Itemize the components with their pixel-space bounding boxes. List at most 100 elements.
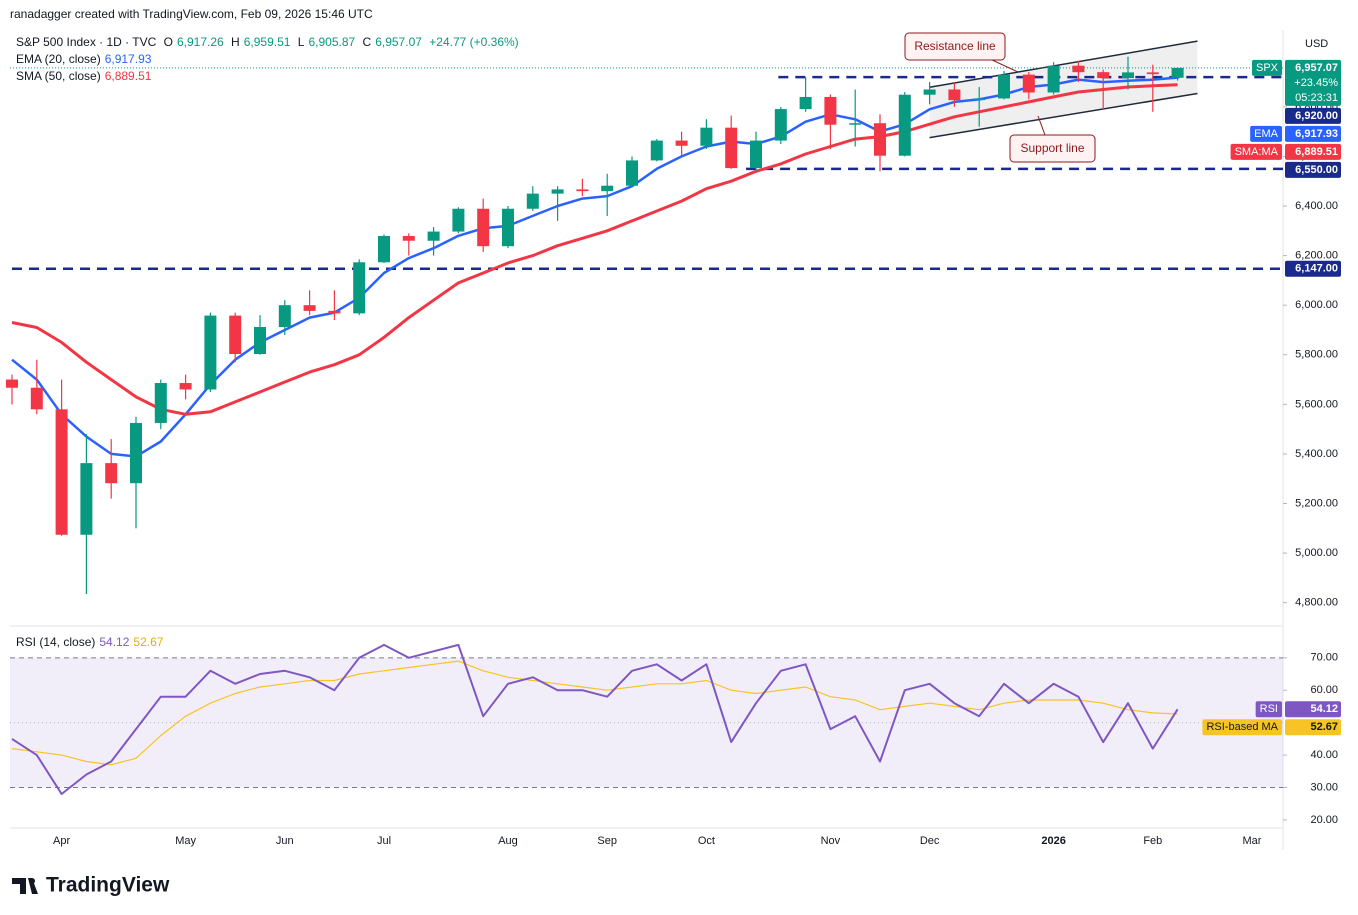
series-tag-text: SMA:MA [1235, 146, 1279, 158]
x-tick-label: Dec [920, 835, 940, 847]
candle-body [998, 74, 1010, 99]
ohlc-value: 6,957.07 [375, 35, 422, 49]
channel-fill [929, 41, 1198, 138]
rsi-line [11, 660, 1178, 766]
candle-body [229, 315, 242, 355]
y-tick-label: 6,400.00 [1295, 200, 1338, 212]
price-tag-text: 6,147.00 [1295, 263, 1338, 275]
legend-main: S&P 500 Index · 1D · TVC O 6,917.26 H 6,95… [16, 35, 523, 49]
candle-body [799, 96, 812, 110]
ohlc-value: 6,917.26 [176, 35, 224, 49]
series-tag-text: EMA [1254, 128, 1279, 140]
y-tick-label: 5,400.00 [1295, 448, 1338, 460]
series-tag [1255, 701, 1282, 718]
x-tick-label: Aug [498, 835, 518, 847]
candle-body [874, 123, 886, 156]
annotation-text: Resistance line [914, 39, 996, 53]
x-tick-label: Jun [276, 835, 294, 847]
annotation-box [1009, 134, 1096, 163]
y-tick-label: 6,200.00 [1295, 250, 1338, 262]
candle-body [626, 160, 638, 186]
candle-body [30, 387, 43, 410]
ohlc-key: H [231, 35, 240, 49]
legend-label: EMA (20, close) [16, 52, 101, 66]
y-tick-label: 5,200.00 [1295, 497, 1338, 509]
candle-body [923, 89, 936, 95]
legend-value: 52.67 [133, 635, 164, 649]
x-tick-label: Sep [597, 835, 617, 847]
y-tick-label: 30.00 [1310, 781, 1338, 793]
attribution: ranadagger created with TradingView.com,… [10, 7, 373, 21]
candle-body [427, 231, 440, 241]
series-tag-text: RSI [1260, 703, 1278, 715]
candle-body [477, 208, 490, 247]
price-tag-text: 6,550.00 [1295, 164, 1338, 176]
candle-body [402, 236, 415, 241]
candle-body [55, 409, 68, 535]
candle-body [551, 189, 564, 194]
candle-body [303, 305, 316, 311]
candle-body [1146, 72, 1159, 75]
x-tick-label: Nov [821, 835, 841, 847]
currency: USD [1305, 38, 1328, 50]
ma-line [11, 83, 1178, 416]
candle-body [898, 94, 911, 156]
price-tag-text: +23.45% [1294, 77, 1338, 89]
legend-label: SMA (50, close) [16, 69, 101, 83]
legend-value: 6,917.93 [104, 52, 152, 66]
x-tick-label: Jul [377, 835, 391, 847]
candle-body [130, 422, 142, 484]
y-tick-label: 4,800.00 [1295, 597, 1338, 609]
candle-body [353, 262, 366, 314]
x-tick-label: Mar [1243, 835, 1262, 847]
candle-body [725, 127, 738, 169]
candle-body [1022, 74, 1035, 93]
candle-body [278, 305, 291, 328]
annotation-pointer [989, 58, 1019, 73]
candle-body [750, 140, 762, 169]
trendline [929, 40, 1198, 89]
y-tick-label: 6,000.00 [1295, 299, 1338, 311]
candle-body [204, 315, 217, 390]
candle-body [1171, 67, 1184, 78]
candle-body [254, 327, 266, 355]
ohlc-key: C [362, 35, 372, 49]
series-tag [1250, 125, 1282, 142]
candle-body [824, 96, 837, 125]
candle-body [378, 236, 390, 263]
candle-body [700, 127, 713, 146]
candle-body [576, 189, 589, 192]
price-tag [1285, 107, 1341, 124]
change: +24.77 (+0.36%) [429, 35, 519, 49]
candle-body [502, 208, 514, 247]
candle-body [6, 379, 18, 388]
annotation-text: Support line [1020, 141, 1084, 155]
candle-body [650, 140, 663, 161]
ohlc-value: 6,905.87 [308, 35, 356, 49]
x-tick-label: May [175, 835, 196, 847]
candle-body [973, 98, 986, 101]
y-tick-label: 60.00 [1310, 684, 1338, 696]
y-tick-label: 40.00 [1310, 749, 1338, 761]
x-tick-label: Apr [53, 835, 70, 847]
price-tag-text: 6,920.00 [1295, 110, 1338, 122]
candle-body [1097, 72, 1110, 79]
candle-body [526, 193, 539, 209]
series-tag-text: SPX [1256, 62, 1279, 74]
price-tag-text: 6,917.93 [1295, 128, 1338, 140]
price-tag-text: 54.12 [1310, 703, 1338, 715]
candle-body [849, 123, 862, 125]
candle-body [80, 463, 93, 535]
candle-body [774, 109, 787, 141]
candle-body [328, 310, 341, 314]
ohlc-value: 6,959.51 [243, 35, 291, 49]
price-tag [1285, 260, 1341, 277]
legend-rsi: RSI (14, close) 54.12 52.67 [16, 635, 167, 649]
x-tick-label: Feb [1143, 835, 1162, 847]
price-tag-text: 52.67 [1310, 721, 1338, 733]
y-tick-label: 70.00 [1310, 652, 1338, 664]
symbol-title: S&P 500 Index · 1D · TVC [16, 35, 157, 49]
legend-ema: EMA (20, close) 6,917.93 [16, 52, 155, 66]
